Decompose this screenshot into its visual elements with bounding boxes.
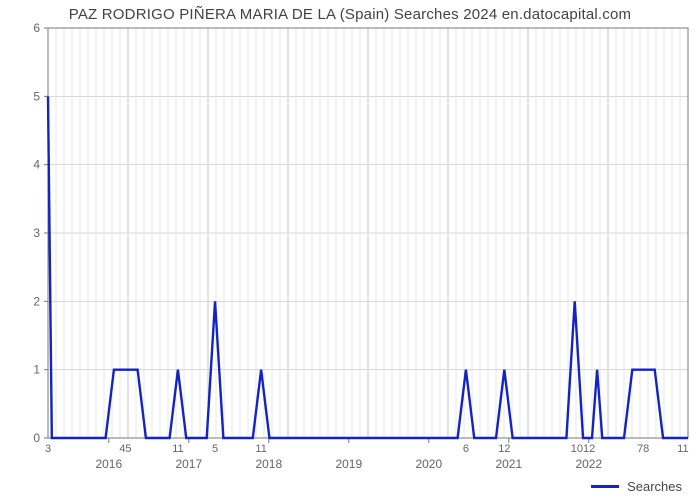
svg-text:2022: 2022	[575, 457, 602, 471]
svg-text:2020: 2020	[415, 457, 442, 471]
svg-text:4: 4	[33, 158, 40, 172]
svg-text:11: 11	[677, 443, 688, 455]
legend: Searches	[591, 479, 682, 494]
legend-swatch	[591, 485, 619, 488]
svg-text:11: 11	[172, 443, 183, 455]
svg-text:1012: 1012	[571, 443, 595, 455]
svg-text:1: 1	[33, 363, 40, 377]
svg-text:12: 12	[498, 443, 510, 455]
svg-text:5: 5	[212, 443, 218, 455]
chart-plot: 0123456345115116121012781120162017201820…	[0, 0, 700, 500]
svg-text:2021: 2021	[495, 457, 522, 471]
svg-text:78: 78	[637, 443, 649, 455]
svg-text:2: 2	[33, 294, 40, 308]
svg-text:2017: 2017	[175, 457, 202, 471]
svg-text:2018: 2018	[255, 457, 282, 471]
svg-text:45: 45	[119, 443, 131, 455]
svg-text:0: 0	[33, 431, 40, 445]
legend-label: Searches	[627, 479, 682, 494]
svg-text:6: 6	[33, 21, 40, 35]
svg-text:5: 5	[33, 89, 40, 103]
svg-text:2019: 2019	[335, 457, 362, 471]
svg-text:3: 3	[33, 226, 40, 240]
svg-text:6: 6	[463, 443, 469, 455]
svg-text:11: 11	[255, 443, 266, 455]
svg-text:3: 3	[45, 443, 51, 455]
svg-text:2016: 2016	[95, 457, 122, 471]
